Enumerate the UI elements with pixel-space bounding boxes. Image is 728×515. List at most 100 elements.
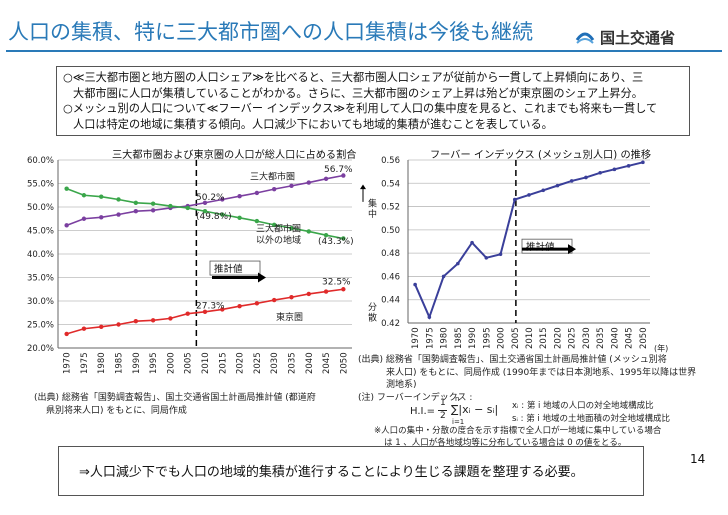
x-tick-label: 2040: [610, 327, 620, 349]
xi-definition: xᵢ : 第 i 地域の人口の対全地域構成比: [512, 401, 654, 411]
x-tick-label: 2020: [553, 327, 563, 349]
series-label-tokyo: 東京圏: [276, 311, 303, 323]
x-tick-label: 1970: [63, 352, 73, 374]
data-point: [323, 233, 329, 238]
data-point: [116, 197, 121, 202]
note-line: は 1 、人口が各地域均等に分布している場合は 0 の値をとる。: [384, 438, 627, 448]
x-tick-label: 1995: [149, 352, 159, 374]
left-chart: 60.0% 55.0% 50.0% 45.0% 40.0% 35.0% 30.0% 25.0%…: [27, 156, 354, 374]
data-point: [569, 179, 574, 183]
y-tick-label: 0.46: [381, 272, 400, 282]
x-tick-label: 2030: [582, 327, 592, 349]
data-point: [323, 289, 329, 294]
x-tick-label: 2010: [525, 327, 535, 349]
x-tick-label: 2015: [218, 352, 228, 374]
data-point: [81, 193, 87, 198]
data-point: [306, 291, 311, 297]
source-line: 来人口) をもとに、同局作成 (1990年までは日本測地系、1995年以降は世界: [386, 367, 697, 378]
x-tick-label: 1995: [482, 327, 492, 349]
y-tick-label: 0.44: [381, 296, 400, 306]
data-point: [254, 301, 260, 306]
data-point: [341, 173, 346, 178]
data-point: [289, 225, 294, 231]
x-tick-label: 2000: [166, 352, 176, 374]
x-tick-label: 2035: [596, 327, 606, 349]
y-tick-label: 0.56: [381, 156, 400, 166]
x-tick-label: 1990: [132, 352, 142, 374]
concentrate-arrow-head: [360, 184, 366, 190]
x-tick-label: 2025: [253, 352, 263, 374]
summary-line: 人口は特定の地域に集積する傾向。人口減少下においても地域的集積が進むことを表して…: [73, 117, 553, 131]
data-point: [133, 200, 139, 205]
data-point: [99, 215, 104, 220]
source-line: 県別将来人口) をもとに、同局作成: [46, 405, 187, 416]
data-point: [237, 303, 242, 309]
source-line: (出典) 総務省「国勢調査報告」、国土交通省国土計画局推計値 (都道府: [34, 393, 316, 403]
data-label: 27.3%: [196, 302, 225, 312]
formula-half-den: 2: [440, 411, 446, 421]
data-point: [271, 222, 277, 228]
x-tick-label: 1975: [425, 327, 435, 349]
data-point: [641, 160, 645, 165]
data-point: [341, 287, 346, 292]
data-point: [271, 186, 277, 192]
title-divider: [6, 50, 722, 52]
estimate-arrow-head: [258, 272, 266, 283]
data-point: [427, 315, 432, 319]
data-point: [99, 324, 104, 330]
data-point: [202, 200, 208, 205]
note-line: ※人口の集中・分散の度合を示す指標で全人口が一地域に集中している場合: [374, 426, 662, 436]
y-tick-label: 50.0%: [27, 203, 54, 213]
x-tick-label: 2005: [184, 352, 194, 374]
series-label-other: 以外の地域: [256, 234, 301, 246]
data-point: [271, 297, 277, 303]
data-point: [185, 205, 190, 211]
x-tick-label: 2025: [568, 327, 578, 349]
x-tick-label: 1985: [454, 327, 464, 349]
data-point: [584, 175, 588, 180]
data-point: [306, 180, 311, 185]
data-point: [202, 209, 208, 214]
data-point: [598, 171, 602, 175]
data-point: [498, 252, 503, 257]
formula-upper-index: n: [455, 395, 460, 403]
data-point: [133, 319, 139, 324]
data-point: [254, 218, 260, 224]
data-point: [64, 223, 69, 228]
series-label-metro: 三大都市圏: [250, 170, 295, 182]
x-tick-label: 1970: [411, 327, 421, 349]
summary-line: ○≪三大都市圏と地方圏の人口シェア≫を比べると、三大都市圏人口シェアが従前から一…: [63, 71, 644, 84]
data-point: [527, 193, 531, 197]
data-point: [150, 201, 156, 206]
mlit-logo-icon: [575, 32, 595, 44]
y-tick-label: 55.0%: [27, 180, 54, 190]
left-source: (出典) 総務省「国勢調査報告」、国土交通省国土計画局推計値 (都道府 県別将来…: [34, 392, 316, 417]
x-axis-unit: (年): [654, 343, 668, 353]
data-point: [150, 208, 156, 213]
x-tick-label: 2000: [497, 327, 507, 349]
logo-text: 国土交通省: [600, 28, 676, 47]
data-point: [555, 183, 560, 188]
left-chart-title: 三大都市圏および東京圏の人口が総人口に占める割合: [112, 150, 357, 161]
x-tick-label: 2005: [511, 327, 521, 349]
series-label-other: 三大都市圏: [256, 222, 301, 234]
y-tick-label: 45.0%: [27, 227, 54, 237]
x-tick-label: 1975: [80, 352, 90, 374]
formula-lower-index: i=1: [452, 418, 465, 426]
y-tick-label: 0.54: [381, 179, 400, 189]
axis-note: 分: [368, 302, 377, 313]
data-point: [512, 197, 517, 202]
page-title: 人口の集積、特に三大都市圏への人口集積は今後も継続: [8, 20, 533, 44]
data-point: [484, 256, 489, 260]
data-point: [306, 229, 311, 234]
source-line: 測地系): [386, 380, 417, 390]
axis-note: 中: [368, 208, 377, 220]
data-point: [81, 216, 87, 221]
data-point: [116, 322, 121, 327]
data-point: [289, 295, 294, 300]
data-point: [202, 309, 208, 315]
data-label: (49.8%): [196, 212, 232, 222]
data-label: 50.2%: [196, 193, 225, 203]
axis-note: 集: [368, 198, 377, 210]
conclusion-text: ⇒人口減少下でも人口の地域的集積が進行することにより生じる課題を整理する必要。: [79, 465, 584, 480]
